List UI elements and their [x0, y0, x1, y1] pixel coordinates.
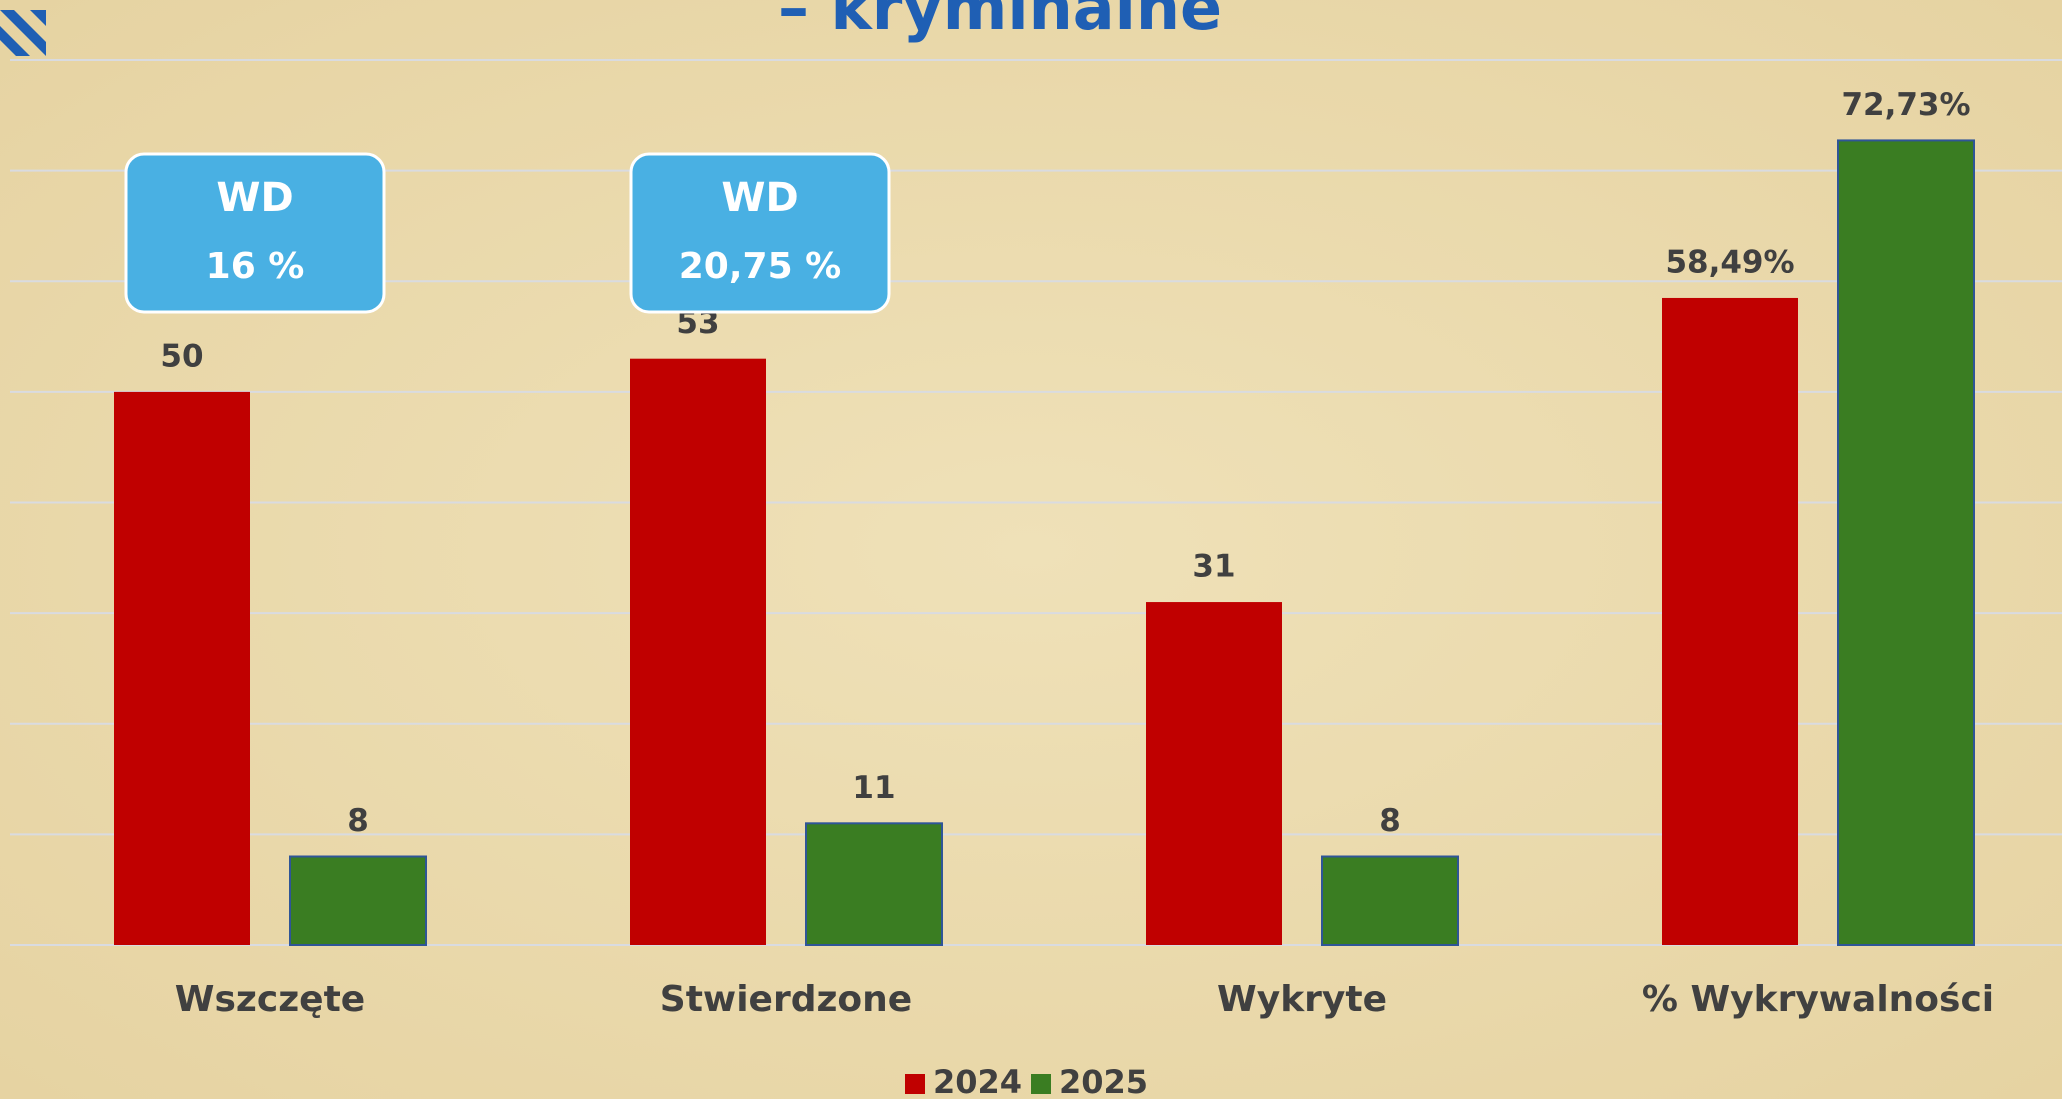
- data-label: 72,73%: [1841, 87, 1970, 123]
- x-tick-label: Wszczęte: [175, 979, 365, 1020]
- annotation-box: [124, 152, 386, 314]
- chart-title: – kryminalne: [778, 0, 1222, 44]
- legend-label: 2024: [933, 1063, 1022, 1099]
- data-label: 58,49%: [1665, 244, 1794, 280]
- annotation-text: 16 %: [206, 246, 305, 287]
- annotation-text: 20,75 %: [679, 246, 841, 287]
- annotation-title: WD: [216, 175, 293, 221]
- data-label: 8: [1379, 803, 1401, 839]
- data-label: 50: [160, 338, 203, 374]
- bar: [289, 855, 427, 946]
- annotation-box: [629, 152, 891, 314]
- bar: [1662, 297, 1798, 946]
- data-label: 8: [347, 803, 369, 839]
- data-label: 11: [852, 770, 895, 806]
- data-label: 31: [1192, 549, 1235, 585]
- legend-label: 2025: [1059, 1063, 1148, 1099]
- bar: [630, 358, 766, 945]
- logo: [0, 10, 46, 56]
- legend-swatch: [1031, 1074, 1051, 1094]
- bar: [1837, 139, 1975, 946]
- x-tick-label: Wykryte: [1217, 979, 1387, 1020]
- bar: [805, 822, 943, 946]
- annotation-title: WD: [721, 175, 798, 221]
- bar: [114, 391, 250, 945]
- x-tick-label: % Wykrywalności: [1642, 979, 1994, 1020]
- legend-swatch: [905, 1074, 925, 1094]
- bar: [1146, 602, 1282, 945]
- x-tick-label: Stwierdzone: [660, 979, 912, 1020]
- bar: [1321, 855, 1459, 946]
